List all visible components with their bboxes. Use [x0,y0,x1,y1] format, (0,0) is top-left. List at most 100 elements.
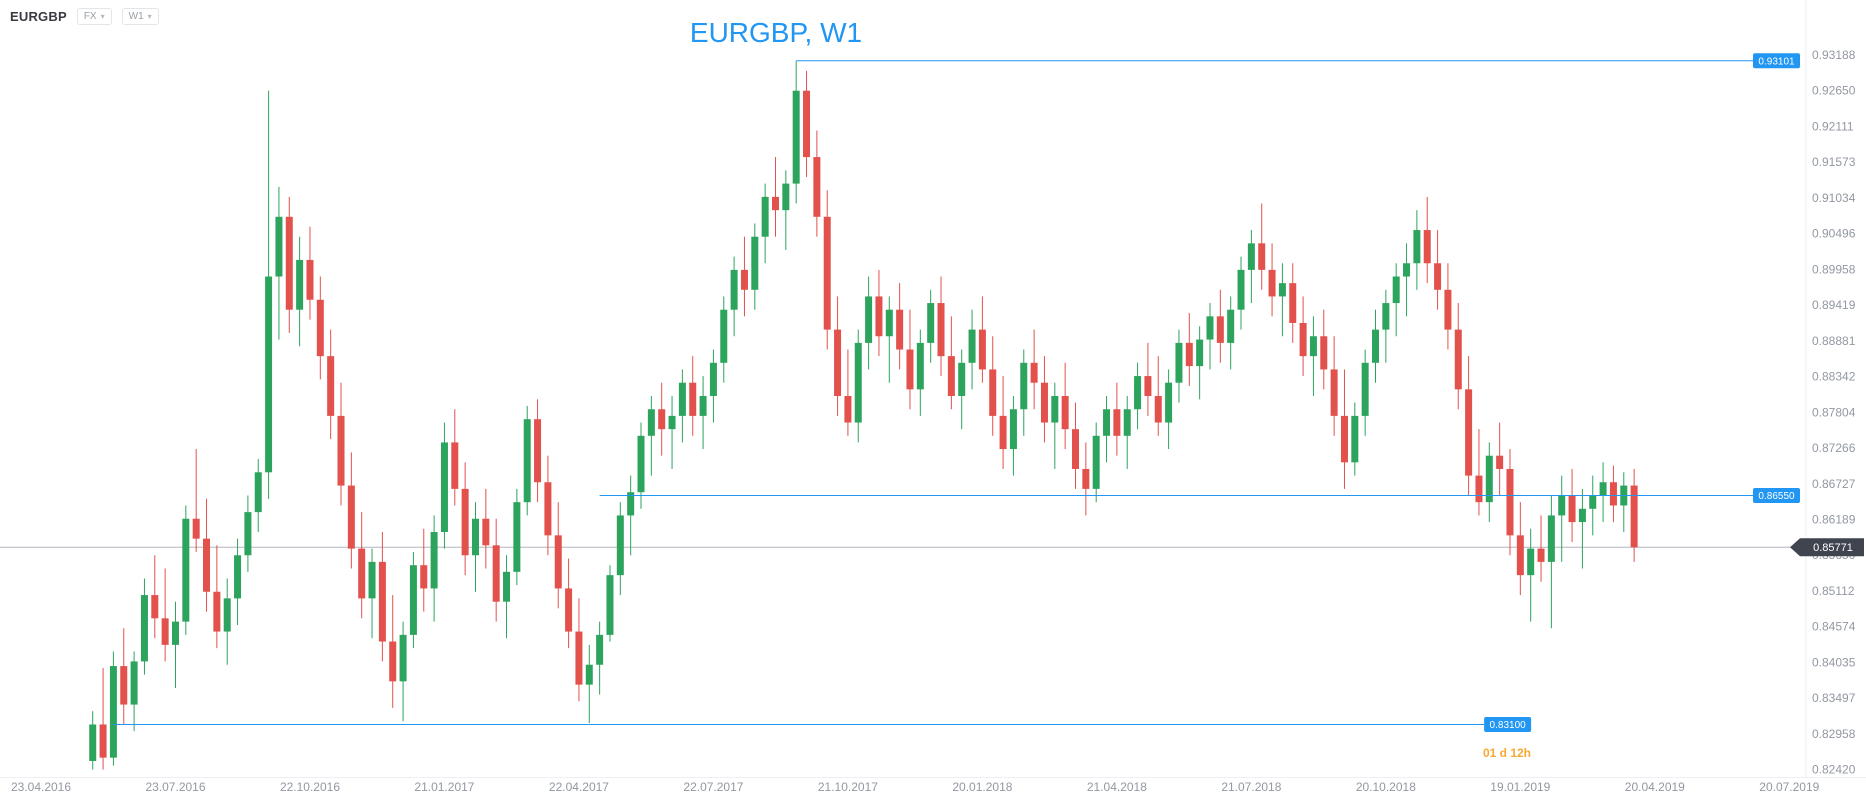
candle [1309,316,1317,396]
market-dropdown[interactable]: FX ▾ [76,8,112,25]
y-axis-label: 0.93188 [1812,48,1856,62]
candle [1051,382,1059,469]
candle [709,349,717,423]
candle [647,395,655,476]
price-level-label-text: 0.86550 [1758,491,1795,502]
x-axis-label: 21.04.2018 [1087,780,1147,794]
candle [1278,263,1286,337]
x-axis-label: 22.07.2017 [683,780,743,794]
candle [771,157,779,237]
price-axis[interactable]: 0.93188 0.92650 0.92111 0.91573 0.91034 0.904… [1812,48,1856,777]
y-axis-label: 0.84035 [1812,655,1856,669]
candle [1268,243,1276,317]
candle [906,309,914,410]
candle [1061,362,1069,450]
candle [1537,515,1545,582]
candle [782,170,790,250]
candle [99,668,107,770]
candle [575,598,583,702]
candle [316,276,324,380]
candle [885,296,893,383]
candle [1082,442,1090,516]
timeframe-dropdown[interactable]: W1 ▾ [121,8,159,25]
candle [192,449,200,552]
y-axis-label: 0.89419 [1812,298,1856,312]
y-axis-label: 0.85112 [1812,584,1855,598]
candle [1165,369,1173,450]
candle [223,578,231,665]
candle [978,296,986,383]
y-axis-label: 0.91573 [1812,155,1856,169]
x-axis-label: 20.01.2018 [952,780,1012,794]
candle [1009,395,1017,476]
candle [596,621,604,695]
candle [606,565,614,642]
x-axis-label: 21.10.2017 [818,780,878,794]
y-axis-label: 0.83497 [1812,691,1856,705]
x-axis-label: 20.07.2019 [1759,780,1819,794]
y-axis-label: 0.87266 [1812,441,1856,455]
price-level-label-text: 0.93101 [1758,56,1795,67]
symbol-label: EURGBP [10,9,67,24]
x-axis-label: 23.04.2016 [11,780,71,794]
candle [451,409,459,506]
candle [1196,326,1204,400]
candle [1185,313,1193,387]
candle [1609,465,1617,523]
x-axis-label: 20.10.2018 [1356,780,1416,794]
candle [203,498,211,612]
candle [171,601,179,688]
candle [1123,395,1131,469]
candle [130,651,138,732]
candle [803,70,811,177]
candle [844,349,852,436]
candle [358,512,366,619]
candle [89,711,97,770]
candle [244,495,252,572]
candle [730,256,738,337]
y-axis-label: 0.87804 [1812,405,1856,419]
candle [409,551,417,649]
candle [1216,289,1224,363]
candle [1558,475,1566,562]
chart-title: EURGBP, W1 [689,17,863,48]
candle [151,555,159,639]
x-axis-label: 21.01.2017 [414,780,474,794]
candle-countdown: 01 d 12h [1483,746,1531,760]
candle [430,515,438,622]
candle [1361,349,1369,436]
x-axis-label: 19.01.2019 [1490,780,1550,794]
candle [958,349,966,430]
x-axis-label: 23.07.2016 [145,780,205,794]
candle [347,452,355,569]
candle [337,382,345,506]
candle [1382,289,1390,363]
candle [1372,309,1380,383]
candle [1144,342,1152,416]
candle [896,283,904,370]
time-axis[interactable]: 23.04.2016 23.07.2016 22.10.2016 21.01.2017… [11,780,1820,794]
candle [420,528,428,612]
candle [854,329,862,443]
candle [1599,462,1607,523]
candle [585,644,593,724]
candle [668,395,676,469]
candle [699,376,707,450]
timeframe-dropdown-label: W1 [128,11,144,22]
candle [513,488,521,586]
candle [1040,356,1048,443]
chevron-down-icon: ▾ [100,11,105,21]
candle [1351,402,1359,476]
candle [865,276,873,370]
y-axis-label: 0.88342 [1812,370,1856,384]
candle [1506,449,1514,556]
candle [471,502,479,592]
candle [1258,203,1266,290]
candle [616,502,624,596]
candle [1154,356,1162,436]
candle [368,548,376,639]
candle [1485,442,1493,523]
current-price-label [1790,538,1864,557]
